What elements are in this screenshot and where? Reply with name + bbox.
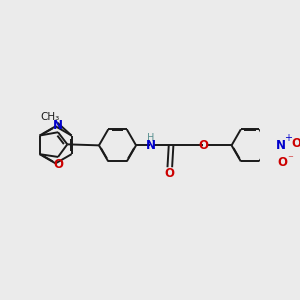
Text: N: N: [52, 119, 62, 132]
Text: H: H: [147, 134, 154, 143]
Text: O: O: [292, 137, 300, 150]
Text: ⁻: ⁻: [287, 154, 293, 164]
Text: O: O: [165, 167, 175, 180]
Text: O: O: [54, 158, 64, 171]
Text: O: O: [277, 156, 287, 169]
Text: CH₃: CH₃: [40, 112, 60, 122]
Text: +: +: [284, 133, 292, 143]
Text: N: N: [146, 139, 156, 152]
Text: O: O: [199, 139, 209, 152]
Text: N: N: [276, 139, 286, 152]
